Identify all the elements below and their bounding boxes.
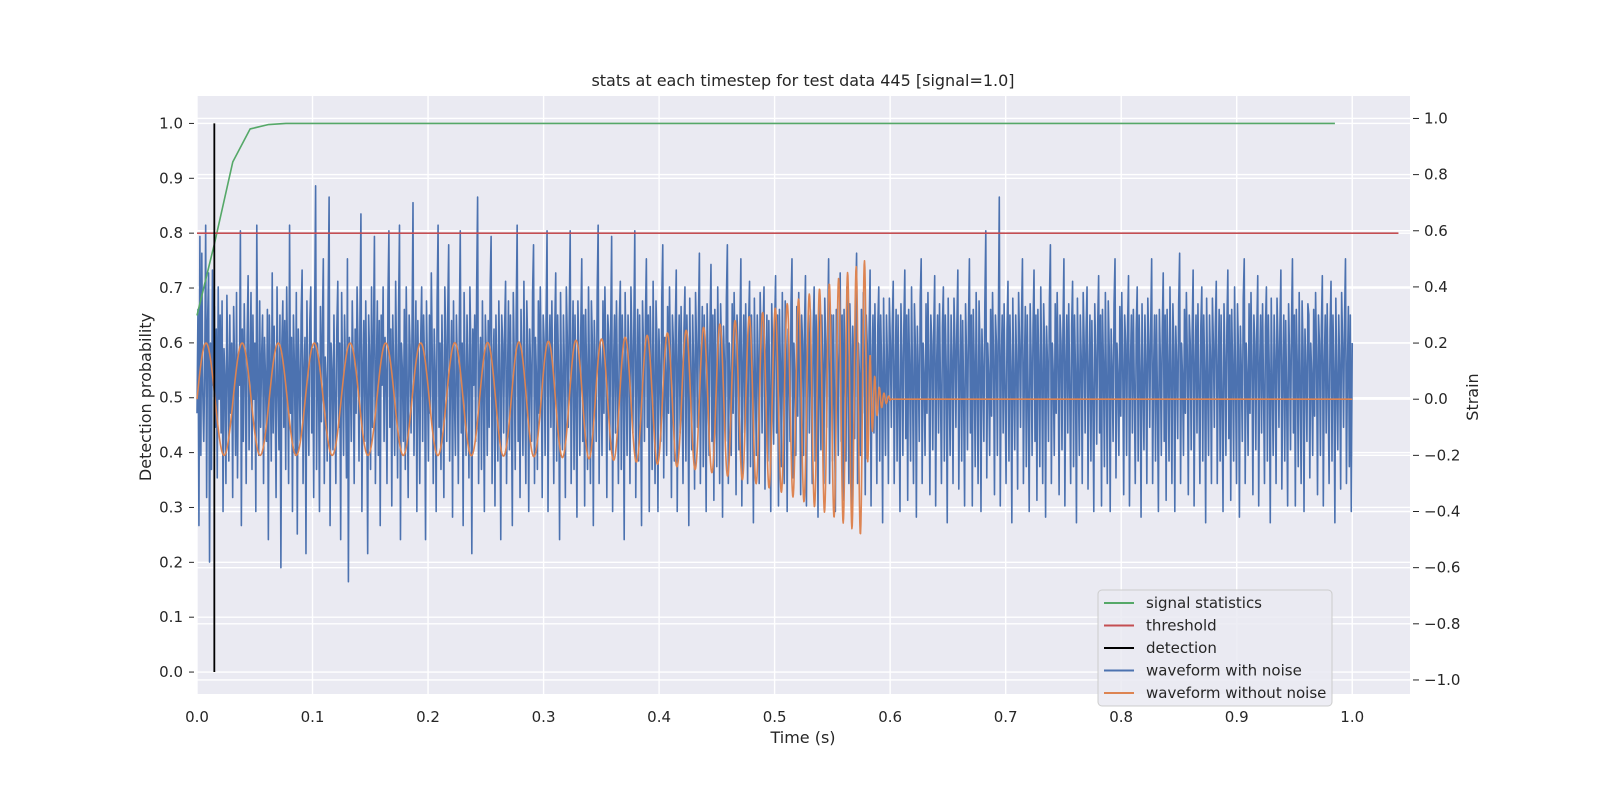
y2-tick-label: 0.2: [1424, 334, 1448, 352]
legend-label: detection: [1146, 639, 1217, 657]
legend-label: signal statistics: [1146, 594, 1262, 612]
y2-tick-label: −0.6: [1424, 559, 1460, 577]
y-tick-label: 0.5: [159, 389, 183, 407]
y-tick-label: 0.1: [159, 608, 183, 626]
axes: 0.0 0.1 0.2 0.3 0.4 0.5 0.6 0.7 0.8 0.9 1.0 0.0 0.1 0…: [159, 109, 1460, 726]
y-tick-label: 0.7: [159, 279, 183, 297]
y-tick-label: 0.8: [159, 224, 183, 242]
x-tick-label: 0.4: [647, 708, 671, 726]
y-tick-label: 0.9: [159, 169, 183, 187]
y-tick-label: 0.3: [159, 498, 183, 516]
x-tick-label: 0.0: [185, 708, 209, 726]
x-tick-label: 0.6: [878, 708, 902, 726]
y-axis-label: Detection probability: [136, 313, 155, 481]
y2-tick-label: 0.8: [1424, 166, 1448, 184]
y2-tick-label: −0.8: [1424, 615, 1460, 633]
x-tick-label: 0.1: [301, 708, 325, 726]
x-tick-label: 0.2: [416, 708, 440, 726]
legend-label: threshold: [1146, 617, 1217, 635]
x-tick-label: 1.0: [1340, 708, 1364, 726]
chart-title: stats at each timestep for test data 445…: [591, 71, 1014, 90]
y-tick-label: 0.6: [159, 334, 183, 352]
y2-tick-label: −1.0: [1424, 671, 1460, 689]
series-line-waveform-without-noise: [196, 260, 1353, 535]
y2-axis-label: Strain: [1463, 373, 1482, 420]
legend-label: waveform with noise: [1146, 662, 1302, 680]
y-tick-label: 0.0: [159, 663, 183, 681]
y2-tick-label: −0.2: [1424, 446, 1460, 464]
legend-label: waveform without noise: [1146, 684, 1326, 702]
y-tick-label: 1.0: [159, 114, 183, 132]
legend: signal statistics threshold detection wavef…: [1097, 589, 1333, 707]
legend-box: [1097, 589, 1333, 707]
y-tick-label: 0.4: [159, 444, 183, 462]
y2-tick-label: 0.6: [1424, 222, 1448, 240]
x-tick-label: 0.9: [1225, 708, 1249, 726]
y-tick-label: 0.2: [159, 553, 183, 571]
plot-series: [196, 122, 1399, 673]
y2-tick-label: −0.4: [1424, 503, 1460, 521]
x-tick-label: 0.7: [994, 708, 1018, 726]
x-axis-label: Time (s): [769, 728, 835, 747]
x-tick-label: 0.5: [763, 708, 787, 726]
series-line-signal-statistics: [196, 122, 1335, 316]
y2-tick-label: 1.0: [1424, 109, 1448, 127]
x-tick-label: 0.8: [1109, 708, 1133, 726]
y2-tick-label: 0.0: [1424, 390, 1448, 408]
y2-tick-label: 0.4: [1424, 278, 1448, 296]
x-tick-label: 0.3: [532, 708, 556, 726]
